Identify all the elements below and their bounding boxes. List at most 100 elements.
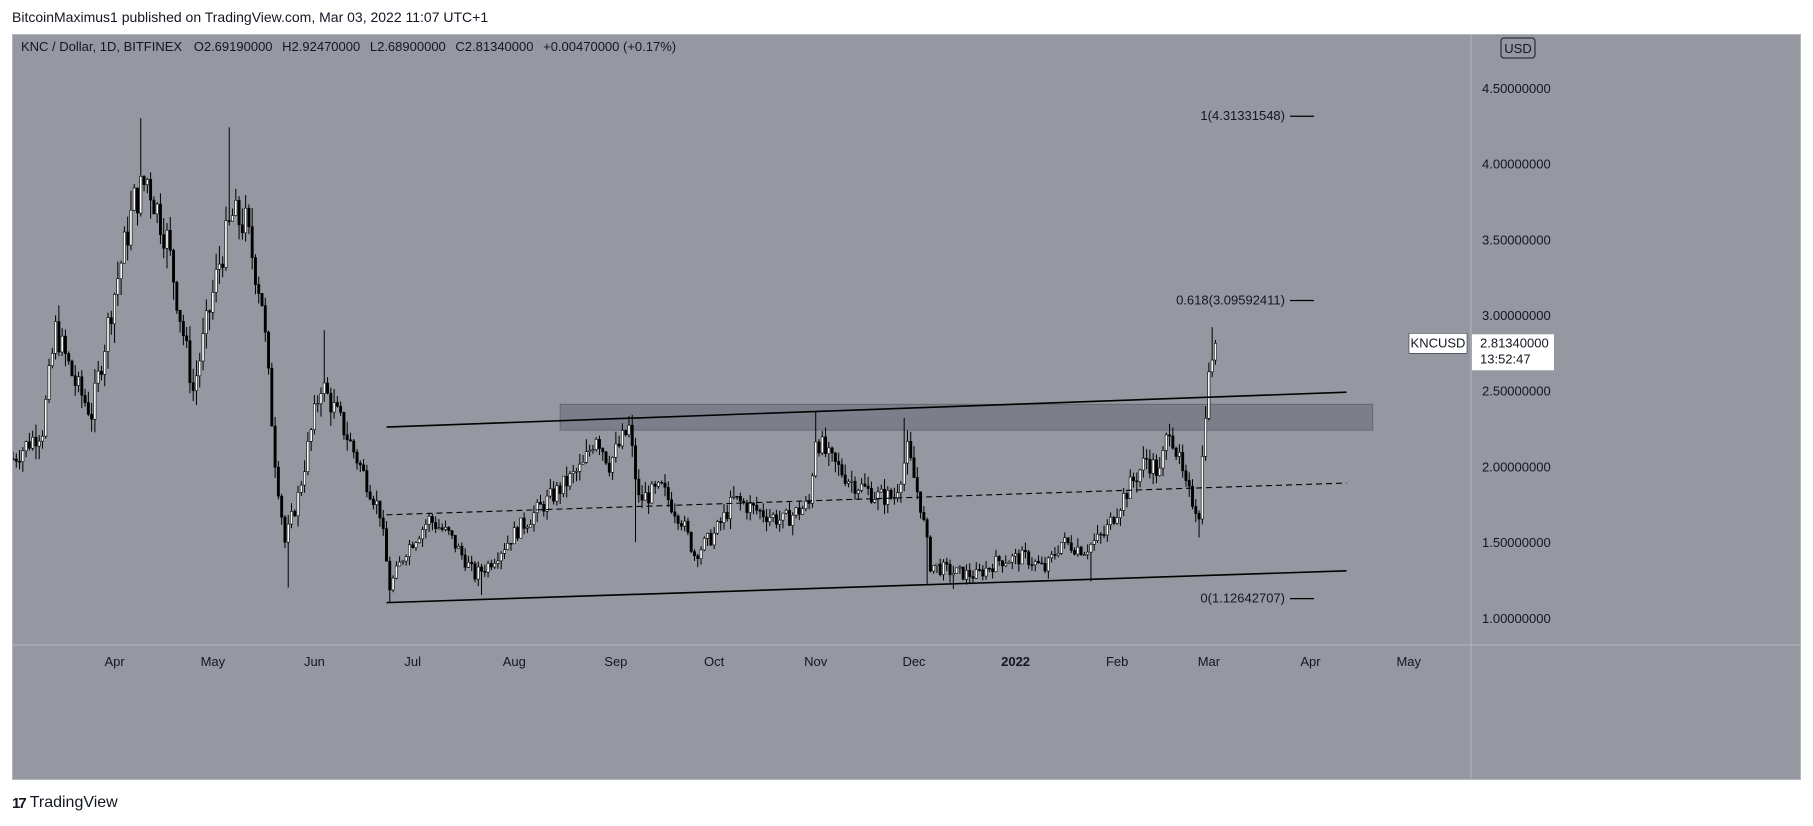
candle[interactable] — [516, 525, 520, 542]
candle[interactable] — [725, 504, 729, 522]
candle[interactable] — [378, 500, 382, 527]
candle[interactable] — [591, 444, 595, 454]
candle[interactable] — [109, 310, 113, 335]
candle[interactable] — [349, 432, 352, 442]
candle[interactable] — [1191, 479, 1194, 510]
candle[interactable] — [14, 453, 18, 468]
candle[interactable] — [1194, 499, 1198, 523]
candle[interactable] — [883, 479, 886, 515]
candle[interactable] — [1187, 472, 1191, 498]
candle[interactable] — [886, 486, 890, 514]
candle[interactable] — [1122, 487, 1126, 517]
candle[interactable] — [752, 501, 755, 515]
candle[interactable] — [588, 444, 592, 457]
candle[interactable] — [299, 480, 303, 497]
candle[interactable] — [696, 553, 700, 568]
candle[interactable] — [758, 508, 762, 520]
candle[interactable] — [47, 358, 51, 404]
candle[interactable] — [679, 520, 683, 531]
candle[interactable] — [1145, 449, 1149, 470]
candle[interactable] — [689, 531, 693, 554]
candle[interactable] — [237, 196, 241, 240]
candle[interactable] — [457, 543, 461, 549]
candle[interactable] — [394, 561, 398, 580]
candle[interactable] — [204, 299, 208, 349]
candle[interactable] — [788, 502, 791, 526]
candle[interactable] — [70, 359, 74, 377]
candle[interactable] — [1007, 560, 1011, 564]
candle[interactable] — [1148, 449, 1152, 479]
candle[interactable] — [974, 562, 978, 579]
candle[interactable] — [611, 456, 615, 480]
candle[interactable] — [997, 555, 1001, 566]
price-chart[interactable]: 1(4.31331548) 0.618(3.09592411) 0(1.126427… — [13, 35, 1800, 779]
candle[interactable] — [791, 512, 795, 536]
candle[interactable] — [1014, 548, 1018, 565]
candle[interactable] — [172, 248, 175, 300]
candle[interactable] — [1066, 537, 1070, 546]
candle[interactable] — [63, 329, 67, 367]
candle[interactable] — [1109, 512, 1113, 530]
candle[interactable] — [355, 449, 359, 470]
candle[interactable] — [1079, 545, 1083, 556]
candle[interactable] — [60, 328, 64, 357]
time-axis-background[interactable] — [13, 645, 1800, 779]
candle[interactable] — [404, 554, 408, 566]
candle[interactable] — [1089, 542, 1093, 582]
candle[interactable] — [470, 555, 474, 572]
chart-frame[interactable]: 1(4.31331548) 0.618(3.09592411) 0(1.126427… — [12, 34, 1801, 780]
candle[interactable] — [1181, 444, 1185, 478]
candle[interactable] — [794, 506, 798, 519]
candle[interactable] — [1204, 406, 1208, 461]
candle[interactable] — [375, 490, 379, 515]
candle[interactable] — [352, 438, 356, 459]
candle[interactable] — [1164, 432, 1168, 461]
candle[interactable] — [37, 435, 41, 460]
candle[interactable] — [460, 542, 464, 560]
candle[interactable] — [712, 527, 716, 550]
fib-level[interactable]: 0.618(3.09592411) — [1176, 293, 1314, 308]
candle[interactable] — [869, 481, 873, 504]
candle[interactable] — [1207, 362, 1211, 421]
candle[interactable] — [96, 360, 100, 392]
candle[interactable] — [765, 508, 769, 532]
candle[interactable] — [1138, 468, 1142, 488]
candle[interactable] — [168, 217, 172, 256]
candle[interactable] — [290, 503, 293, 529]
candle[interactable] — [601, 447, 605, 461]
candle[interactable] — [129, 190, 133, 251]
candle[interactable] — [1096, 525, 1099, 543]
candle[interactable] — [784, 508, 788, 515]
candle[interactable] — [840, 458, 844, 478]
candle[interactable] — [568, 471, 572, 491]
candle[interactable] — [185, 326, 189, 348]
fib-level[interactable]: 1(4.31331548) — [1200, 108, 1314, 123]
candle[interactable] — [188, 326, 192, 394]
channel-lower-line[interactable] — [386, 570, 1347, 604]
candle[interactable] — [54, 315, 58, 360]
candle[interactable] — [509, 542, 513, 551]
candle[interactable] — [41, 430, 44, 449]
candle[interactable] — [529, 519, 533, 528]
candle[interactable] — [224, 206, 228, 271]
candle[interactable] — [250, 208, 254, 270]
candle[interactable] — [552, 481, 556, 505]
candle[interactable] — [522, 512, 526, 535]
candle[interactable] — [80, 370, 84, 409]
candle[interactable] — [1171, 427, 1175, 450]
candle[interactable] — [686, 517, 690, 536]
candle[interactable] — [847, 479, 850, 488]
candle[interactable] — [293, 509, 297, 518]
candle[interactable] — [388, 556, 392, 603]
candle[interactable] — [444, 520, 447, 532]
candle[interactable] — [155, 202, 159, 224]
candle[interactable] — [1128, 469, 1132, 499]
candle[interactable] — [575, 467, 578, 482]
candle[interactable] — [810, 472, 814, 508]
candle[interactable] — [267, 330, 271, 375]
candle[interactable] — [657, 481, 660, 489]
candle[interactable] — [463, 548, 467, 571]
candle[interactable] — [319, 387, 323, 417]
candle[interactable] — [1023, 542, 1027, 559]
candle[interactable] — [371, 495, 375, 510]
